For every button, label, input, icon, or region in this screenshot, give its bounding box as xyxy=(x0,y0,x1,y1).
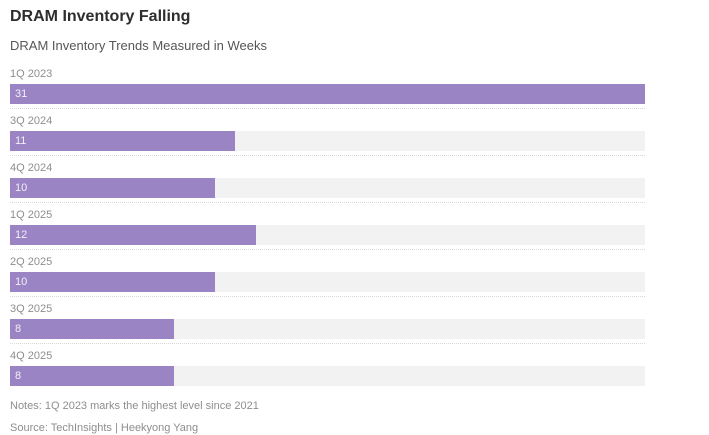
bar-track: 11 xyxy=(10,131,645,151)
bar: 11 xyxy=(10,131,236,151)
chart-row: 1Q 2023 31 xyxy=(10,67,645,109)
category-label: 1Q 2023 xyxy=(10,68,53,80)
bar: 31 xyxy=(10,84,645,104)
chart-row: 2Q 2025 10 xyxy=(10,255,645,297)
bar-track: 8 xyxy=(10,366,645,386)
category-label: 3Q 2024 xyxy=(10,115,53,127)
bar-value-label: 11 xyxy=(15,135,27,147)
chart-subtitle: DRAM Inventory Trends Measured in Weeks xyxy=(10,38,267,53)
chart-row: 3Q 2025 8 xyxy=(10,302,645,344)
bar-value-label: 10 xyxy=(15,182,28,194)
bar: 10 xyxy=(10,272,215,292)
bar-track: 10 xyxy=(10,272,645,292)
category-label: 3Q 2025 xyxy=(10,303,53,315)
bar: 8 xyxy=(10,366,174,386)
bar-value-label: 31 xyxy=(15,88,28,100)
bar: 8 xyxy=(10,319,174,339)
chart-notes: Notes: 1Q 2023 marks the highest level s… xyxy=(10,400,259,412)
bar: 10 xyxy=(10,178,215,198)
chart-row: 4Q 2024 10 xyxy=(10,161,645,203)
bar-track: 12 xyxy=(10,225,645,245)
bar-chart: 1Q 2023 31 3Q 2024 11 4Q 2024 10 1Q 2025… xyxy=(10,67,645,386)
bar-track: 10 xyxy=(10,178,645,198)
chart-row: 1Q 2025 12 xyxy=(10,208,645,250)
bar-value-label: 8 xyxy=(15,370,22,382)
category-label: 4Q 2024 xyxy=(10,162,53,174)
bar-track: 8 xyxy=(10,319,645,339)
bar-value-label: 10 xyxy=(15,276,28,288)
bar-value-label: 8 xyxy=(15,323,22,335)
bar: 12 xyxy=(10,225,256,245)
chart-row: 3Q 2024 11 xyxy=(10,114,645,156)
chart-source: Source: TechInsights | Heekyong Yang xyxy=(10,422,199,434)
category-label: 4Q 2025 xyxy=(10,350,53,362)
bar-track: 31 xyxy=(10,84,645,104)
category-label: 2Q 2025 xyxy=(10,256,53,268)
chart-row: 4Q 2025 8 xyxy=(10,349,645,386)
category-label: 1Q 2025 xyxy=(10,209,53,221)
chart-title: DRAM Inventory Falling xyxy=(10,8,191,25)
bar-value-label: 12 xyxy=(15,229,28,241)
